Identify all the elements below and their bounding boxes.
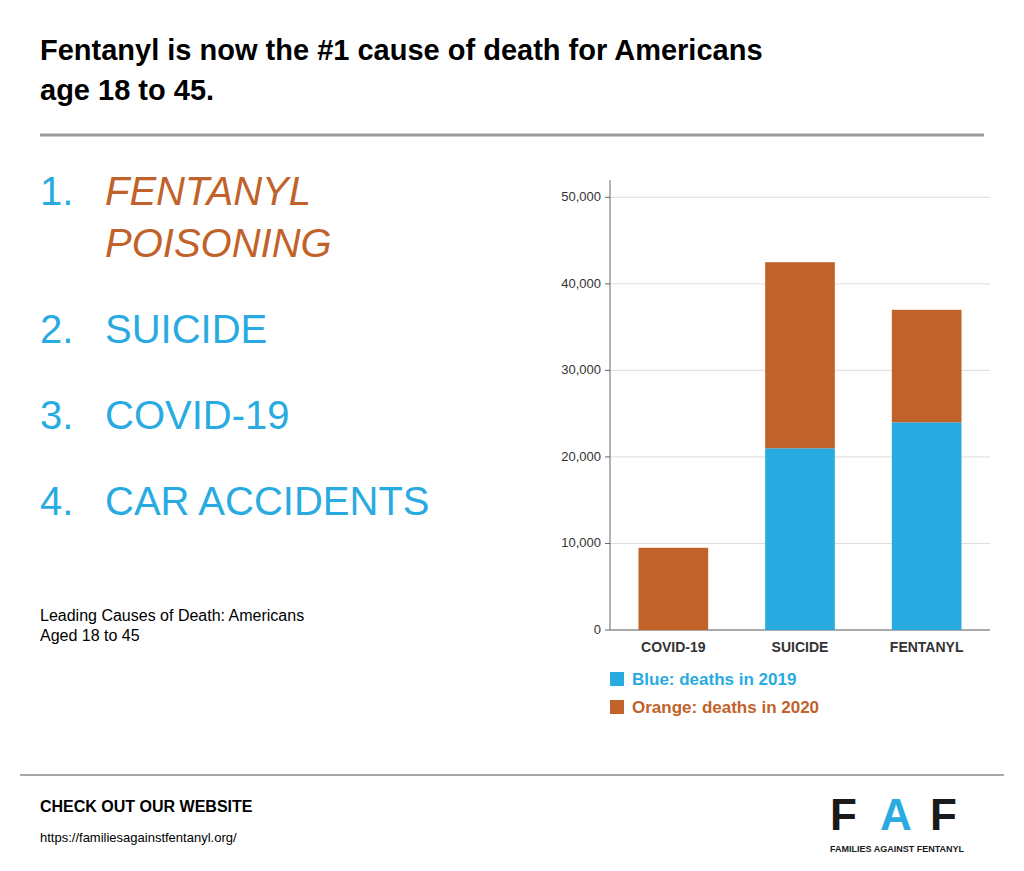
x-tick-label: COVID-19 <box>641 639 706 655</box>
bar <box>765 448 835 630</box>
y-tick-label: 40,000 <box>561 276 601 291</box>
list-rank: 4. <box>40 479 73 523</box>
y-tick <box>605 543 610 544</box>
y-tick <box>605 456 610 457</box>
list-item: COVID-19 <box>105 393 290 437</box>
y-tick <box>605 630 610 631</box>
list-item: SUICIDE <box>105 307 267 351</box>
y-tick <box>605 197 610 198</box>
title: Fentanyl is now the #1 cause of death fo… <box>40 34 763 106</box>
legend-swatch <box>610 700 624 714</box>
legend-swatch <box>610 672 624 686</box>
logo-letter: A <box>880 790 912 839</box>
bars <box>639 262 962 630</box>
divider <box>40 134 984 137</box>
legend-entry: Blue: deaths in 2019 <box>632 670 796 689</box>
list-rank: 2. <box>40 307 73 351</box>
y-tick-label: 30,000 <box>561 362 601 377</box>
page: Fentanyl is now the #1 cause of death fo… <box>0 0 1024 871</box>
y-tick-label: 0 <box>594 622 601 637</box>
grid-line <box>610 197 990 198</box>
y-tick-label: 20,000 <box>561 449 601 464</box>
y-axis-line <box>610 180 611 630</box>
x-tick-label: SUICIDE <box>772 639 829 655</box>
footer-rule <box>20 774 1004 776</box>
bar <box>639 548 709 630</box>
footer-link: https://familiesagainstfentanyl.org/ <box>40 830 237 845</box>
legend-entry: Orange: deaths in 2020 <box>632 698 819 717</box>
bar <box>892 310 962 423</box>
y-tick-label: 10,000 <box>561 535 601 550</box>
logo-text: FAMILIES AGAINST FENTANYL <box>830 844 965 854</box>
y-tick <box>605 370 610 371</box>
logo-letter: F <box>830 790 857 839</box>
y-tick <box>605 283 610 284</box>
list-item: CAR ACCIDENTS <box>105 479 430 523</box>
x-tick-label: FENTANYL <box>890 639 964 655</box>
list-rank: 3. <box>40 393 73 437</box>
list-item: FENTANYLPOISONING <box>105 169 332 265</box>
list-rank: 1. <box>40 169 73 213</box>
bar <box>892 422 962 630</box>
bar-chart: 0 10,000 20,000 30,000 40,000 50,000 COVID-19 S… <box>561 180 990 655</box>
logo-letter: F <box>930 790 957 839</box>
y-tick-label: 50,000 <box>561 189 601 204</box>
bar <box>765 262 835 448</box>
footer-text: CHECK OUT OUR WEBSITE <box>40 798 253 815</box>
subtitle: Leading Causes of Death: AmericansAged 1… <box>40 607 304 644</box>
